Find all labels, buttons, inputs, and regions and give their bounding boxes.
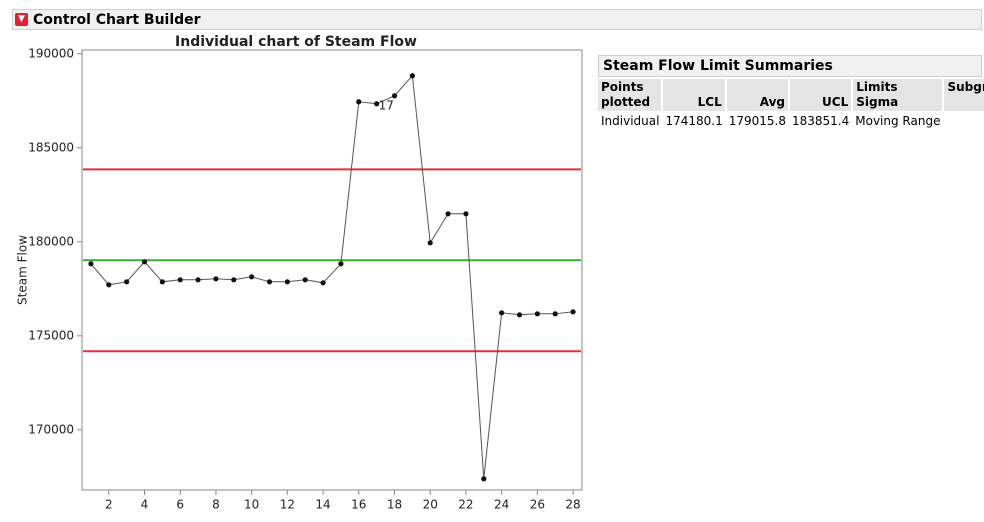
cell: 183851.4: [791, 114, 850, 128]
point: [284, 279, 290, 285]
point: [338, 261, 344, 267]
x-tick-label: 26: [530, 498, 545, 512]
point: [463, 211, 469, 217]
col-header: Points plotted: [598, 79, 664, 111]
x-tick-label: 2: [105, 498, 113, 512]
point: [88, 261, 94, 267]
outline-header: ◿ ▼ Control Chart Builder: [12, 9, 982, 30]
point: [427, 240, 433, 246]
point: [570, 309, 576, 315]
x-tick-label: 6: [176, 498, 184, 512]
point: [534, 311, 540, 317]
cell: 179015.8: [728, 114, 786, 128]
cell: Moving Range: [855, 114, 941, 128]
x-tick-label: 22: [458, 498, 473, 512]
col-header: Limits Sigma: [852, 79, 945, 111]
point: [481, 476, 487, 482]
x-tick-label: 28: [565, 498, 580, 512]
series-line: [90, 74, 574, 479]
y-tick-label: 190000: [28, 46, 74, 60]
point: [195, 277, 201, 283]
point: [552, 311, 558, 317]
cell: 174180.1: [665, 114, 723, 128]
col-header: UCL: [788, 79, 854, 111]
col-header: Avg: [725, 79, 790, 111]
y-tick-label: 180000: [28, 234, 74, 248]
point: [302, 277, 308, 283]
point: [231, 277, 237, 283]
point: [499, 310, 505, 316]
point: [177, 277, 183, 283]
point: [106, 282, 112, 288]
x-tick-label: 20: [423, 498, 438, 512]
point: [409, 73, 415, 79]
table-title: Steam Flow Limit Summaries: [603, 58, 833, 74]
col-header: LCL: [662, 79, 727, 111]
x-tick-label: 24: [494, 498, 509, 512]
point: [213, 276, 219, 282]
cell: 1: [943, 111, 984, 131]
point: [374, 101, 380, 107]
x-tick-label: 14: [315, 498, 330, 512]
limit-table: Points plotted LCL Avg UCL Limits Sigma …: [598, 79, 984, 131]
x-tick-label: 4: [141, 498, 149, 512]
point: [141, 259, 148, 265]
plot-frame: [81, 49, 583, 491]
point-label: 17: [379, 98, 394, 112]
point: [445, 211, 451, 217]
cell: Individual: [601, 114, 660, 128]
x-tick-label: 8: [212, 498, 220, 512]
x-tick-label: 12: [280, 498, 295, 512]
y-tick-label: 175000: [28, 328, 74, 342]
x-tick-label: 10: [244, 498, 259, 512]
point: [320, 280, 326, 286]
point: [391, 93, 398, 99]
point: [266, 279, 273, 285]
point: [159, 279, 165, 285]
point: [516, 312, 523, 318]
col-header: Subgroup Size: [943, 79, 984, 111]
y-axis-label: Steam Flow: [16, 235, 30, 305]
y-tick-label: 185000: [28, 140, 74, 154]
chart-title: Individual chart of Steam Flow: [175, 34, 417, 50]
y-tick-label: 170000: [28, 422, 74, 436]
point: [124, 279, 130, 285]
point: [356, 99, 362, 105]
header-title: Control Chart Builder: [33, 11, 201, 28]
point: [249, 274, 255, 280]
table-header: Steam Flow Limit Summaries: [598, 55, 982, 77]
menu-icon[interactable]: ▼: [15, 13, 28, 26]
x-tick-label: 16: [351, 498, 366, 512]
x-tick-label: 18: [387, 498, 402, 512]
